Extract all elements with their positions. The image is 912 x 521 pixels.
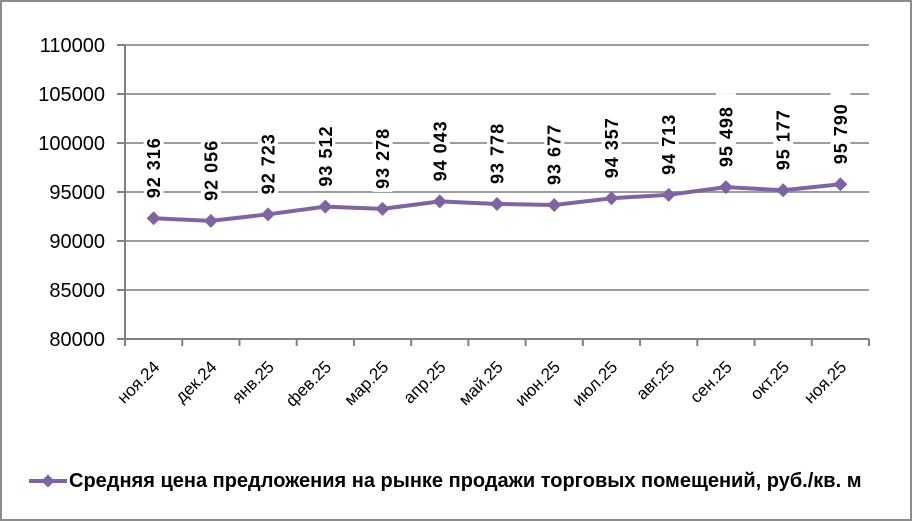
svg-text:95000: 95000 [49, 182, 105, 204]
svg-text:95 177: 95 177 [774, 109, 794, 170]
svg-text:93 677: 93 677 [545, 124, 565, 185]
data-label: 93 512 [315, 112, 336, 190]
data-point-marker [432, 194, 447, 209]
svg-text:92 316: 92 316 [144, 137, 164, 198]
data-point-marker [146, 211, 161, 226]
svg-text:окт.25: окт.25 [747, 357, 793, 403]
data-point-marker [490, 196, 504, 211]
svg-text:ноя.25: ноя.25 [800, 357, 850, 407]
svg-text:94 357: 94 357 [602, 117, 622, 178]
data-point-marker [661, 187, 676, 202]
data-label: 94 713 [658, 100, 679, 178]
svg-text:май.25: май.25 [455, 357, 507, 409]
legend-line-marker-icon [29, 474, 67, 488]
data-label: 94 043 [429, 107, 450, 185]
data-point-marker [776, 183, 791, 198]
svg-text:93 778: 93 778 [488, 123, 508, 184]
data-label: 92 723 [258, 120, 279, 198]
svg-text:ноя.24: ноя.24 [113, 357, 163, 407]
svg-text:95 498: 95 498 [716, 106, 736, 167]
data-point-marker [203, 213, 218, 228]
data-label: 95 498 [715, 93, 736, 171]
svg-text:85000: 85000 [49, 280, 105, 302]
svg-text:80000: 80000 [49, 329, 105, 351]
svg-text:июн.25: июн.25 [512, 357, 565, 410]
svg-text:дек.24: дек.24 [172, 357, 221, 406]
data-point-marker [718, 180, 733, 195]
svg-text:92 723: 92 723 [259, 133, 279, 194]
data-label: 94 357 [601, 104, 622, 182]
data-point-marker [604, 191, 619, 206]
legend-series-label: Средняя цена предложения на рынке продаж… [69, 469, 862, 492]
data-point-marker [318, 199, 333, 214]
svg-text:апр.25: апр.25 [400, 357, 450, 407]
svg-text:июл.25: июл.25 [569, 357, 622, 410]
axes [117, 44, 870, 346]
data-label: 92 316 [143, 124, 164, 202]
svg-text:93 278: 93 278 [373, 128, 393, 189]
data-label: 93 278 [372, 114, 393, 192]
svg-text:105000: 105000 [38, 84, 105, 106]
svg-text:110000: 110000 [40, 35, 105, 57]
y-axis-labels: 80000 85000 90000 95000 100000 105000 110000 [38, 35, 105, 351]
svg-text:90000: 90000 [49, 231, 105, 253]
data-label: 93 778 [487, 109, 508, 187]
svg-text:93 512: 93 512 [316, 126, 336, 187]
data-labels: 92 316 92 056 92 723 93 512 93 278 94 043 93 7… [143, 90, 851, 204]
x-axis-labels: ноя.24 дек.24 янв.25 фев.25 мар.25 апр.25 май.… [113, 357, 850, 410]
svg-text:фев.25: фев.25 [282, 357, 335, 410]
price-trend-line-chart: 92 316 92 056 92 723 93 512 93 278 94 043 93 7… [38, 35, 870, 411]
data-label: 92 056 [200, 126, 221, 204]
data-label: 93 677 [544, 110, 565, 188]
svg-text:сен.25: сен.25 [686, 357, 735, 406]
data-label: 95 177 [773, 96, 794, 174]
svg-text:92 056: 92 056 [201, 140, 221, 201]
data-point-marker [833, 177, 848, 192]
svg-text:авг.25: авг.25 [632, 357, 678, 403]
svg-text:94 043: 94 043 [430, 120, 450, 181]
svg-text:янв.25: янв.25 [228, 357, 278, 407]
data-point-marker [547, 197, 562, 212]
svg-text:мар.25: мар.25 [341, 357, 393, 409]
data-point-marker [375, 201, 390, 216]
data-point-marker [261, 207, 276, 222]
svg-text:95 790: 95 790 [831, 103, 851, 164]
gridlines [125, 44, 869, 291]
price-series [146, 177, 848, 228]
svg-text:94 713: 94 713 [659, 114, 679, 175]
data-label: 95 790 [830, 90, 851, 168]
legend: Средняя цена предложения на рынке продаж… [28, 466, 862, 496]
svg-text:100000: 100000 [38, 133, 105, 155]
